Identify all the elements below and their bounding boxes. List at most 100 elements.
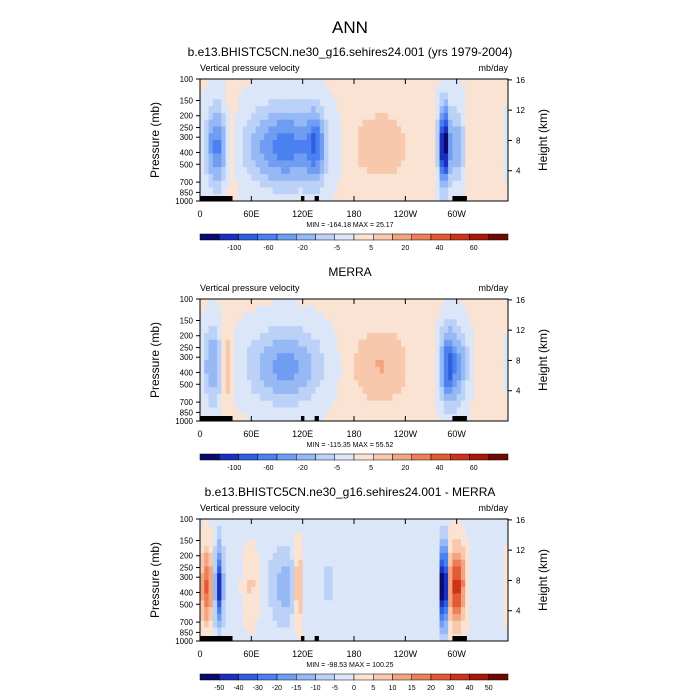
- field-cell: [332, 552, 338, 560]
- field-cell: [217, 332, 222, 340]
- field-cell: [277, 133, 282, 141]
- field-cell: [285, 133, 291, 141]
- field-cell: [285, 387, 291, 395]
- field-cell: [298, 353, 303, 361]
- field-cell: [289, 146, 295, 154]
- field-cell: [319, 332, 325, 340]
- field-cell: [200, 620, 205, 628]
- field-cell: [324, 187, 329, 195]
- left-label: Vertical pressure velocity: [200, 503, 300, 513]
- field-cell: [452, 312, 457, 320]
- field-cell: [388, 92, 393, 100]
- field-cell: [336, 373, 342, 381]
- field-cell: [302, 546, 308, 554]
- field-cell: [388, 586, 393, 594]
- field-cell: [341, 339, 346, 347]
- field-cell: [336, 173, 342, 181]
- field-cell: [306, 414, 312, 422]
- field-cell: [482, 194, 487, 202]
- field-cell: [277, 607, 282, 615]
- field-cell: [362, 85, 368, 93]
- field-cell: [366, 353, 372, 361]
- field-cell: [448, 407, 453, 415]
- field-cell: [401, 539, 406, 547]
- field-cell: [392, 146, 398, 154]
- field-cell: [469, 160, 475, 168]
- field-cell: [358, 146, 363, 154]
- field-cell: [315, 552, 321, 560]
- field-cell: [362, 92, 368, 100]
- field-cell: [409, 112, 415, 120]
- field-cell: [490, 106, 496, 114]
- field-cell: [366, 305, 372, 313]
- field-cell: [435, 559, 440, 567]
- panel-title: MERRA: [328, 265, 371, 279]
- field-cell: [358, 360, 363, 368]
- field-cell: [426, 539, 432, 547]
- field-cell: [225, 586, 231, 594]
- field-cell: [401, 173, 406, 181]
- field-cell: [229, 387, 235, 395]
- field-cell: [418, 613, 423, 621]
- field-cell: [294, 173, 299, 181]
- field-cell: [281, 546, 286, 554]
- field-cell: [439, 593, 445, 601]
- field-cell: [465, 634, 470, 642]
- field-cell: [469, 414, 475, 422]
- field-cell: [465, 79, 470, 87]
- field-cell: [238, 525, 244, 533]
- field-cell: [443, 319, 449, 327]
- field-cell: [418, 85, 423, 93]
- field-cell: [358, 607, 363, 615]
- field-cell: [345, 580, 351, 588]
- field-cell: [306, 180, 312, 188]
- field-cell: [268, 167, 274, 175]
- field-cell: [324, 360, 329, 368]
- field-cell: [413, 607, 419, 615]
- field-cell: [392, 173, 398, 181]
- field-cell: [456, 299, 462, 307]
- field-cell: [294, 319, 299, 327]
- field-cell: [251, 593, 256, 601]
- field-cell: [469, 593, 475, 601]
- field-cell: [426, 613, 432, 621]
- field-cell: [469, 99, 475, 107]
- field-cell: [371, 92, 376, 100]
- field-cell: [473, 600, 479, 608]
- field-cell: [229, 400, 235, 408]
- field-cell: [345, 79, 351, 87]
- field-cell: [315, 339, 321, 347]
- field-cell: [362, 600, 368, 608]
- field-cell: [281, 532, 286, 540]
- field-cell: [204, 546, 209, 554]
- y-tick-label: 400: [180, 368, 194, 377]
- field-cell: [426, 600, 432, 608]
- field-cell: [315, 146, 321, 154]
- field-cell: [204, 85, 209, 93]
- field-cell: [204, 305, 209, 313]
- field-cell: [439, 519, 445, 527]
- field-cell: [328, 539, 333, 547]
- field-cell: [495, 112, 500, 120]
- field-cell: [204, 332, 209, 340]
- field-cell: [324, 180, 329, 188]
- field-cell: [319, 299, 325, 307]
- field-cell: [469, 187, 475, 195]
- field-cell: [277, 407, 282, 415]
- field-cell: [247, 532, 252, 540]
- field-cell: [413, 126, 419, 134]
- field-cell: [431, 112, 436, 120]
- field-cell: [349, 326, 355, 334]
- field-cell: [366, 339, 372, 347]
- field-cell: [405, 332, 410, 340]
- field-cell: [405, 133, 410, 141]
- field-cell: [341, 312, 346, 320]
- field-cell: [426, 559, 432, 567]
- field-cell: [486, 586, 492, 594]
- field-cell: [229, 559, 235, 567]
- field-cell: [251, 566, 256, 574]
- field-cell: [221, 600, 226, 608]
- field-cell: [362, 532, 368, 540]
- field-cell: [401, 106, 406, 114]
- field-cell: [388, 532, 393, 540]
